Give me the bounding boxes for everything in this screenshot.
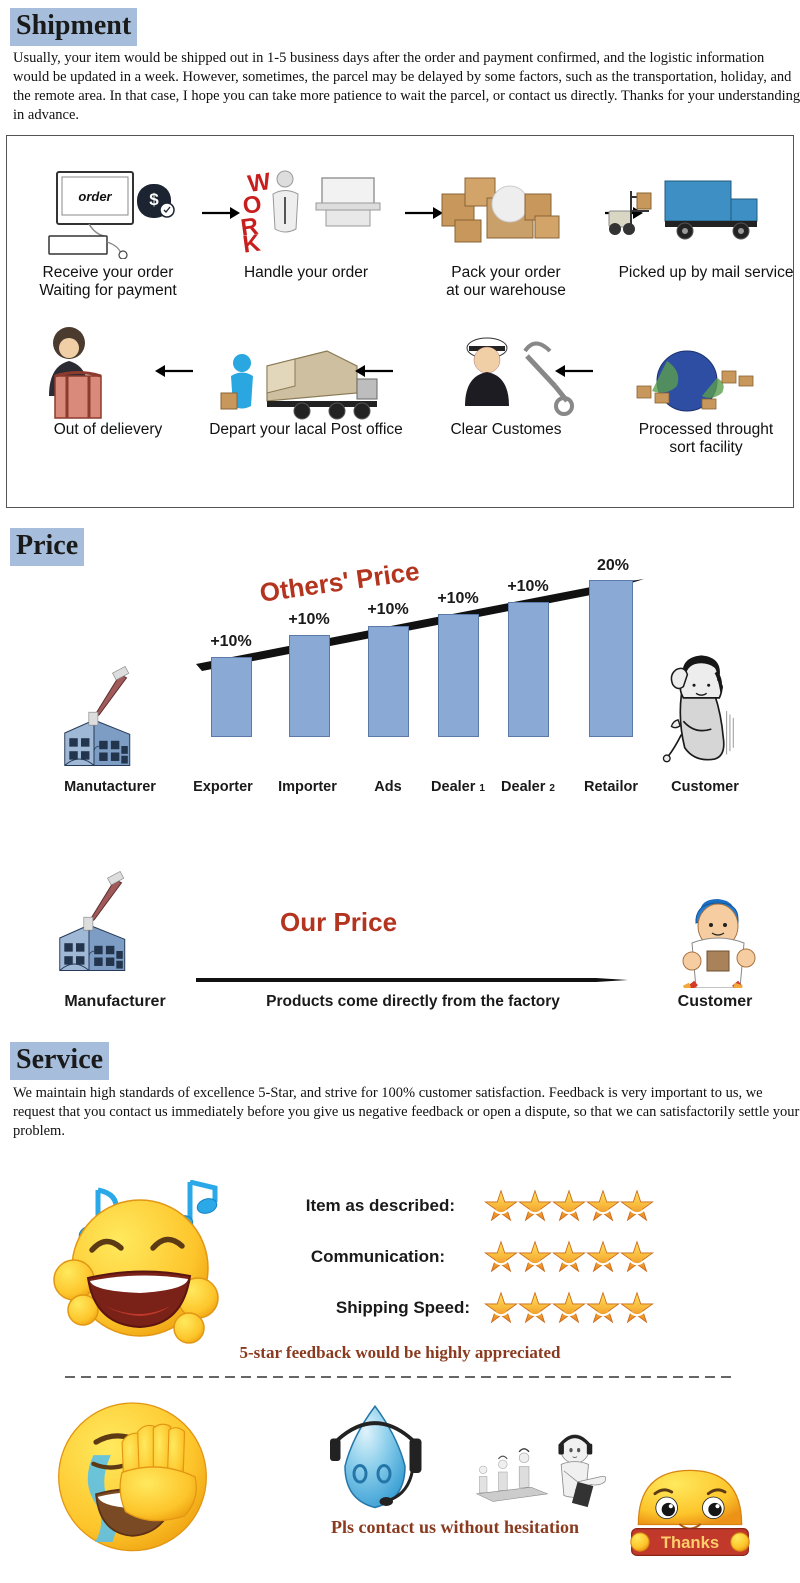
svg-text:Thanks: Thanks — [661, 1533, 719, 1552]
svg-text:K: K — [241, 229, 263, 256]
svg-text:$: $ — [149, 190, 159, 209]
svg-text:order: order — [78, 189, 112, 204]
